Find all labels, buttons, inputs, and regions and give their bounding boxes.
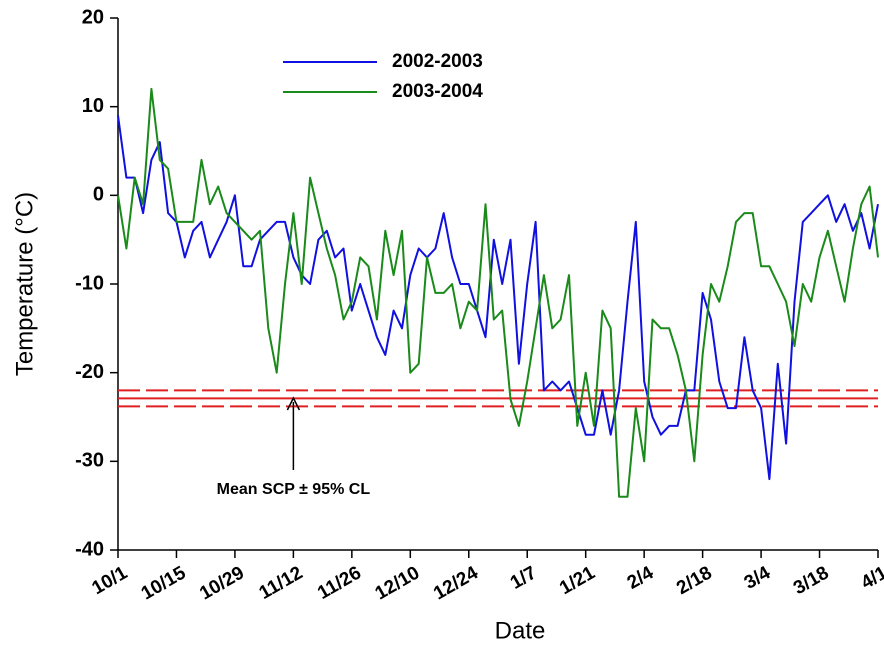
- x-tick-label: 10/15: [138, 562, 190, 604]
- annotation: Mean SCP ± 95% CL: [217, 481, 371, 498]
- x-axis-label: Date: [495, 617, 546, 644]
- x-tick-label: 10/1: [88, 562, 131, 599]
- y-tick-label: 20: [82, 6, 104, 28]
- x-tick-label: 12/24: [430, 562, 482, 604]
- x-tick-label: 3/4: [741, 562, 775, 594]
- y-tick-label: -30: [75, 450, 104, 472]
- y-tick-label: -20: [75, 361, 104, 383]
- x-tick-label: 11/12: [256, 562, 307, 603]
- x-tick-label: 1/21: [556, 562, 599, 599]
- x-tick-label: 1/7: [507, 562, 540, 593]
- legend-label: 2003-2004: [392, 81, 483, 102]
- x-tick-label: 10/29: [196, 562, 248, 604]
- annotation-arrowhead: [286, 396, 301, 411]
- y-tick-label: -40: [75, 538, 104, 560]
- x-tick-label: 3/18: [790, 562, 833, 599]
- y-tick-label: 10: [82, 95, 104, 117]
- series-line: [117, 87, 879, 498]
- x-tick-label: 2/4: [624, 562, 658, 594]
- legend-label: 2002-2003: [392, 51, 483, 72]
- y-tick-label: -10: [75, 272, 104, 294]
- y-tick-label: 0: [93, 184, 104, 206]
- x-tick-label: 11/26: [314, 562, 365, 603]
- y-axis-label: Temperature (°C): [11, 192, 38, 376]
- x-tick-label: 2/18: [673, 562, 716, 599]
- series-line: [117, 115, 879, 481]
- x-tick-label: 4/1: [858, 562, 884, 594]
- x-tick-label: 12/10: [372, 562, 424, 604]
